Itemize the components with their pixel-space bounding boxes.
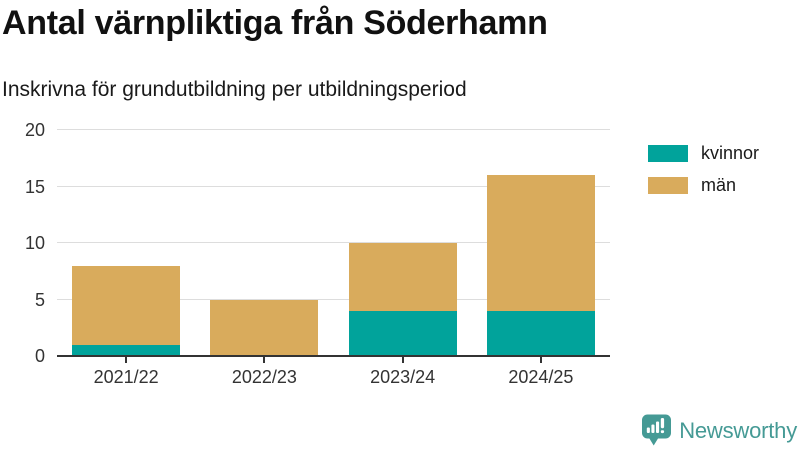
x-slot: 2024/25 [472, 357, 610, 388]
gridline [57, 129, 610, 130]
chart-subtitle: Inskrivna för grundutbildning per utbild… [2, 78, 467, 101]
bar-segment-kvinnor [72, 344, 181, 356]
x-category-label: 2023/24 [370, 367, 436, 387]
x-category-label: 2021/22 [93, 367, 159, 387]
x-category-label: 2024/25 [508, 367, 574, 387]
newsworthy-logo-text: Newsworthy [679, 417, 797, 443]
x-slot: 2023/24 [334, 357, 472, 388]
bars-row [57, 130, 610, 356]
bar-slot [334, 130, 472, 356]
legend-item-kvinnor: kvinnor [648, 143, 759, 164]
stacked-bar-2021/22 [72, 265, 181, 356]
x-tick-mark [125, 357, 128, 363]
gridline [57, 298, 610, 300]
bar-slot [57, 130, 195, 356]
legend-label: kvinnor [701, 143, 760, 163]
x-axis-line [57, 355, 610, 357]
y-tick-label: 5 [34, 289, 45, 310]
bar-segment-män [72, 265, 181, 345]
x-slot: 2022/23 [195, 357, 333, 388]
bar-segment-kvinnor [348, 310, 457, 356]
y-tick-label: 15 [24, 176, 45, 197]
stacked-bar-2024/25 [486, 175, 595, 356]
y-axis-labels: 0 5 10 15 20 [0, 121, 45, 365]
x-axis-labels: 2021/22 2022/23 2023/24 2024/25 [57, 357, 610, 388]
gridline [57, 242, 610, 243]
x-category-label: 2022/23 [231, 367, 297, 387]
legend-item-män: män [648, 175, 759, 196]
bar-segment-kvinnor [486, 310, 595, 356]
gridline [57, 185, 610, 187]
legend-swatch [648, 145, 688, 162]
y-tick-label: 0 [34, 346, 45, 366]
legend-swatch [648, 177, 688, 194]
y-tick-label: 10 [24, 233, 45, 253]
stacked-bar-2022/23 [210, 299, 319, 356]
legend: kvinnor män [648, 143, 759, 207]
bar-segment-män [486, 175, 595, 311]
legend-label: män [701, 175, 737, 195]
x-slot: 2021/22 [57, 357, 195, 388]
x-tick-mark [539, 357, 542, 363]
bar-segment-män [348, 243, 457, 311]
plot-area [57, 129, 610, 357]
chart-title: Antal värnpliktiga från Söderhamn [2, 4, 548, 42]
x-tick-mark [401, 357, 404, 363]
bar-segment-män [210, 299, 319, 356]
bar-chart-speech-bubble-icon [642, 414, 672, 446]
bar-slot [195, 130, 333, 356]
newsworthy-logo[interactable]: Newsworthy [641, 414, 797, 447]
x-tick-mark [263, 357, 266, 363]
stacked-bar-2023/24 [348, 243, 457, 356]
y-tick-label: 20 [24, 120, 45, 140]
bar-slot [472, 130, 610, 356]
